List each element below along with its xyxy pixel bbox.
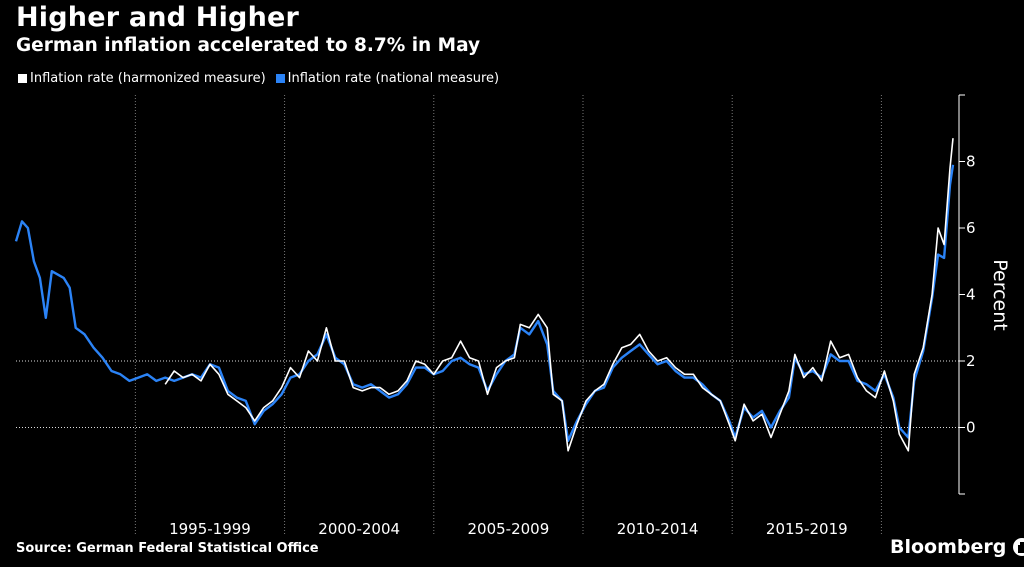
x-tick-label: 2010-2014 <box>617 520 699 538</box>
y-tick-label: 0 <box>966 419 976 437</box>
grid-layer <box>16 95 959 534</box>
legend-item-harmonized: Inflation rate (harmonized measure) <box>18 71 266 86</box>
legend-label-harmonized: Inflation rate (harmonized measure) <box>30 71 266 86</box>
axis-layer: 0 2 4 6 8 1995-1999 2000-2004 2005-2009 2010-201… <box>169 94 976 538</box>
y-tick-label: 2 <box>966 352 976 370</box>
series-line-national <box>14 164 955 442</box>
series-layer <box>14 138 955 452</box>
legend: Inflation rate (harmonized measure) Infl… <box>18 71 509 86</box>
x-tick-label: 2005-2009 <box>468 520 550 538</box>
brand-mark-icon <box>1013 538 1024 556</box>
source-note: Source: German Federal Statistical Offic… <box>16 541 319 556</box>
brand-text: Bloomberg <box>890 536 1007 558</box>
chart-subtitle: German inflation accelerated to 8.7% in … <box>16 35 481 56</box>
x-tick-label: 2015-2019 <box>766 520 848 538</box>
y-tick-label: 8 <box>966 153 976 171</box>
bloomberg-logo: Bloomberg <box>890 536 1024 558</box>
y-tick-label: 6 <box>966 219 976 237</box>
x-tick-label: 1995-1999 <box>169 520 251 538</box>
legend-swatch-national <box>275 74 285 83</box>
x-tick-label: 2000-2004 <box>318 520 400 538</box>
legend-swatch-harmonized <box>18 74 27 83</box>
series-line-harmonized <box>164 138 954 452</box>
chart-title: Higher and Higher <box>16 2 300 33</box>
legend-item-national: Inflation rate (national measure) <box>275 71 500 86</box>
y-axis-label: Percent <box>989 259 1011 331</box>
y-tick-label: 4 <box>966 286 976 304</box>
legend-label-national: Inflation rate (national measure) <box>287 71 500 86</box>
